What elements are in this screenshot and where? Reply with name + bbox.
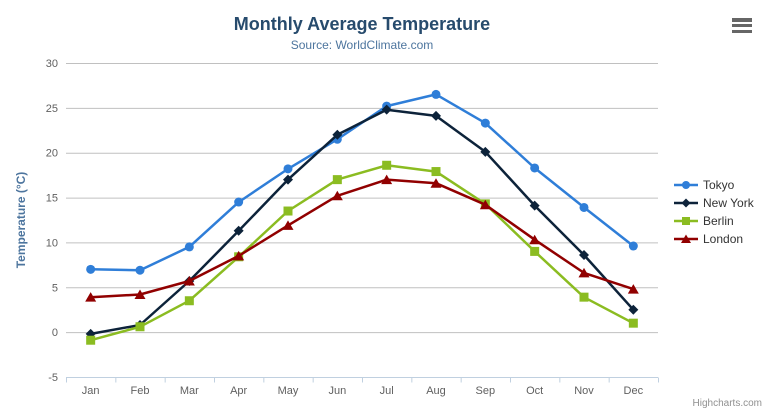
data-point-marker [529,200,540,211]
chart-subtitle: Source: WorldClimate.com [290,38,434,52]
data-point-marker [681,234,691,243]
data-point-marker [530,163,540,173]
y-axis-label: 5 [52,282,58,294]
data-point-marker [480,146,491,157]
legend-marker-diamond-icon [674,198,698,208]
credits-link[interactable]: Highcharts.com [692,398,762,409]
series-line-tokyo [89,93,635,272]
data-point-marker [331,190,343,201]
x-axis-label: Dec [624,385,644,397]
legend-item-london[interactable]: London [674,232,754,246]
x-axis-label: Mar [180,385,199,397]
series-london[interactable] [85,174,639,302]
y-axis-label: 20 [46,148,58,160]
y-axis-label: -5 [48,372,58,384]
data-point-marker [134,289,146,299]
legend-label: Tokyo [703,178,735,192]
data-point-marker [682,217,690,225]
y-axis-label: 0 [52,327,58,339]
x-axis-label: Jan [82,385,100,397]
data-point-marker [86,264,96,274]
data-point-marker [184,296,194,306]
data-point-marker [579,249,589,260]
data-point-marker [479,199,491,210]
hamburger-icon [732,18,752,22]
x-axis-label: Sep [476,385,496,397]
y-axis-label: 30 [46,58,58,70]
data-point-marker [135,265,145,275]
data-point-marker [234,197,244,207]
data-point-marker [529,234,541,245]
data-point-marker [381,104,392,115]
legend: Tokyo New York Berlin London [674,178,754,246]
data-point-marker [382,160,392,170]
series-new-york[interactable] [85,104,639,339]
data-point-marker [85,292,97,302]
data-point-marker [283,174,293,185]
legend-item-berlin[interactable]: Berlin [674,214,754,228]
y-axis-label: 15 [46,193,58,205]
data-point-marker [431,167,441,177]
data-point-marker [184,242,194,252]
chart-title: Monthly Average Temperature [233,14,491,34]
data-point-marker [183,276,195,286]
data-point-marker [332,129,343,140]
legend-marker-square-icon [674,217,698,225]
x-axis-label: Nov [574,385,594,397]
y-axis-label: 10 [46,237,58,249]
data-point-marker [431,89,441,99]
series-line-new-york [89,108,635,336]
data-point-marker [628,241,638,251]
legend-item-tokyo[interactable]: Tokyo [674,178,754,192]
data-point-marker [332,175,342,185]
data-point-marker [283,206,293,216]
series-line-berlin [89,164,635,342]
data-point-marker [282,220,294,230]
legend-item-new-york[interactable]: New York [674,196,754,210]
hamburger-icon [732,23,752,28]
x-axis-label: Jun [328,385,346,397]
data-point-marker [430,178,442,188]
data-point-marker [86,335,96,345]
data-point-marker [233,225,244,236]
data-point-marker [628,304,639,315]
data-point-marker [233,250,245,261]
context-menu-button[interactable] [732,18,752,33]
legend-marker-circle-icon [674,181,698,189]
x-axis-label: Apr [230,385,247,397]
series-tokyo[interactable] [86,89,638,275]
data-point-marker [579,292,589,302]
y-axis-label: 25 [46,103,58,115]
data-point-marker [579,202,589,212]
x-axis-label: Jul [380,385,394,397]
data-point-marker [578,267,590,278]
data-point-marker [627,284,639,294]
data-point-marker [381,174,393,185]
data-point-marker [480,118,490,128]
x-axis-label: Oct [526,385,543,397]
data-point-marker [135,322,145,332]
data-point-marker [681,198,691,208]
series-line-london [89,178,635,299]
legend-marker-triangle-icon [674,234,698,243]
data-point-marker [431,110,441,121]
x-axis-label: Feb [131,385,150,397]
legend-label: Berlin [703,214,734,228]
legend-label: New York [703,196,754,210]
data-point-marker [682,181,690,189]
data-point-marker [530,246,540,256]
data-point-marker [628,318,638,328]
legend-label: London [703,232,744,246]
x-axis-label: May [278,385,299,397]
hamburger-icon [732,29,752,33]
x-axis-label: Aug [426,385,446,397]
data-point-marker [283,164,293,174]
y-axis-title: Temperature (°C) [14,172,28,269]
